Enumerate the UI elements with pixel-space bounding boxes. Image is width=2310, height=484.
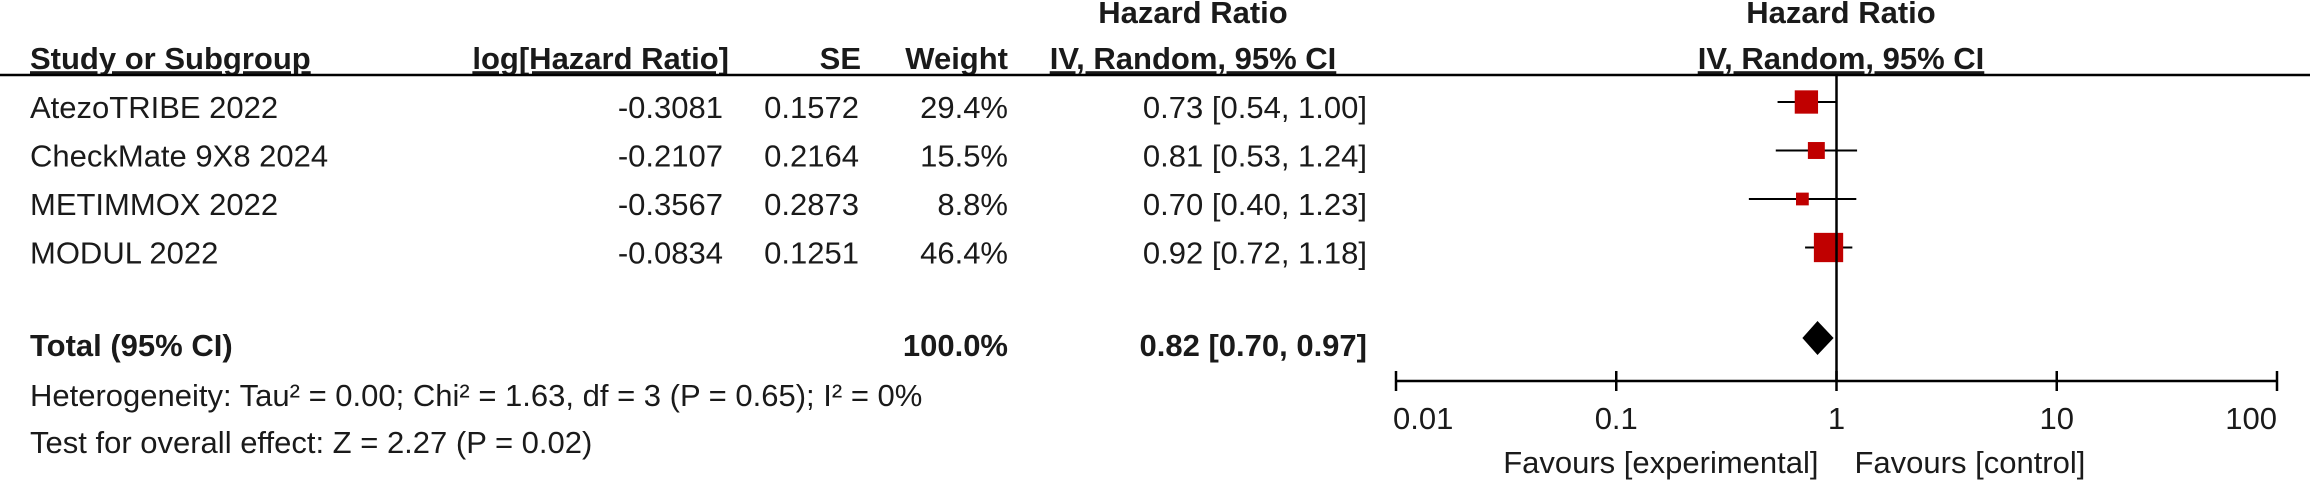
overall-effect: Test for overall effect: Z = 2.27 (P = 0… [30, 425, 592, 460]
header: Hazard Ratio [1098, 0, 1287, 30]
header: Weight [905, 41, 1008, 76]
header: log[Hazard Ratio] [472, 41, 729, 76]
effect-square [1807, 142, 1825, 159]
x-tick-label: 0.01 [1393, 401, 1453, 436]
weight: 46.4% [920, 236, 1008, 271]
hr-ci: 0.92 [0.72, 1.18] [1143, 236, 1367, 271]
hr-ci: 0.73 [0.54, 1.00] [1143, 90, 1367, 125]
hr-ci: 0.81 [0.53, 1.24] [1143, 139, 1367, 174]
x-label-left: Favours [experimental] [1503, 445, 1818, 480]
hr-ci: 0.70 [0.40, 1.23] [1143, 187, 1367, 222]
header: Hazard Ratio [1746, 0, 1935, 30]
x-tick-label: 1 [1828, 401, 1845, 436]
log-hr: -0.3081 [618, 90, 723, 125]
log-hr: -0.2107 [618, 139, 723, 174]
header: IV, Random, 95% CI [1698, 41, 1985, 76]
x-label-right: Favours [control] [1855, 445, 2086, 480]
study-name: METIMMOX 2022 [30, 187, 278, 222]
se: 0.2873 [764, 187, 859, 222]
study-name: AtezoTRIBE 2022 [30, 90, 278, 125]
heterogeneity: Heterogeneity: Tau² = 0.00; Chi² = 1.63,… [30, 378, 922, 413]
total-label: Total (95% CI) [30, 328, 233, 363]
log-hr: -0.0834 [618, 236, 723, 271]
effect-square [1794, 90, 1819, 114]
se: 0.2164 [764, 139, 859, 174]
x-tick-label: 10 [2040, 401, 2074, 436]
se: 0.1572 [764, 90, 859, 125]
total-weight: 100.0% [903, 328, 1008, 363]
weight: 8.8% [937, 187, 1008, 222]
total-diamond [1802, 321, 1834, 355]
weight: 29.4% [920, 90, 1008, 125]
x-tick-label: 100 [2225, 401, 2277, 436]
study-name: MODUL 2022 [30, 236, 218, 271]
log-hr: -0.3567 [618, 187, 723, 222]
header: IV, Random, 95% CI [1050, 41, 1337, 76]
x-tick-label: 0.1 [1595, 401, 1638, 436]
header: SE [820, 41, 861, 76]
effect-square [1813, 232, 1844, 263]
study-name: CheckMate 9X8 2024 [30, 139, 328, 174]
se: 0.1251 [764, 236, 859, 271]
header: Study or Subgroup [30, 41, 311, 76]
total-hr-ci: 0.82 [0.70, 0.97] [1140, 328, 1368, 363]
weight: 15.5% [920, 139, 1008, 174]
effect-square [1796, 192, 1809, 206]
